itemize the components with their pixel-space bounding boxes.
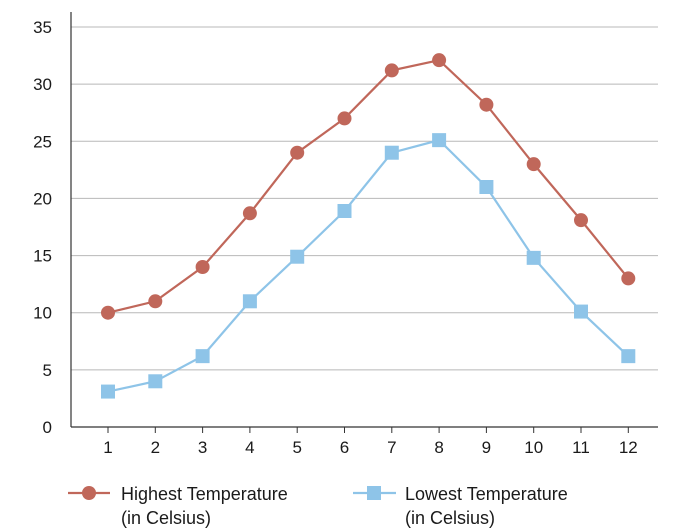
data-point-2 bbox=[621, 349, 636, 364]
x-tick-label: 10 bbox=[524, 438, 543, 457]
legend-marker-1 bbox=[82, 486, 96, 500]
x-tick-label: 7 bbox=[387, 438, 396, 457]
gridlines bbox=[71, 26, 658, 371]
x-tick-label: 12 bbox=[619, 438, 638, 457]
data-point-1 bbox=[242, 206, 257, 221]
data-point-2 bbox=[526, 250, 541, 265]
data-point-1 bbox=[101, 305, 115, 320]
data-point-2 bbox=[337, 204, 352, 218]
data-point-2 bbox=[574, 304, 588, 319]
data-point-1 bbox=[384, 63, 399, 78]
x-tick-label: 3 bbox=[198, 438, 207, 457]
y-tick-label: 30 bbox=[33, 75, 52, 94]
y-axis-ticks: 0 5 10 15 20 25 30 35 bbox=[33, 18, 52, 437]
data-point-2 bbox=[195, 349, 210, 364]
data-point-1 bbox=[479, 97, 494, 112]
data-point-1 bbox=[290, 145, 305, 160]
y-tick-label: 10 bbox=[33, 304, 52, 323]
legend-label-2: Lowest Temperature bbox=[405, 484, 568, 504]
y-tick-label: 15 bbox=[33, 247, 52, 266]
data-point-1 bbox=[195, 260, 210, 274]
x-tick-label: 4 bbox=[245, 438, 254, 457]
y-tick-label: 25 bbox=[33, 132, 52, 151]
legend: Highest Temperature (in Celsius) Lowest Te… bbox=[68, 484, 568, 528]
series-line-2 bbox=[107, 138, 630, 393]
data-point-2 bbox=[432, 133, 447, 148]
data-point-2 bbox=[148, 374, 163, 389]
y-tick-label: 35 bbox=[33, 18, 52, 37]
x-tick-label: 2 bbox=[151, 438, 160, 457]
data-point-2 bbox=[242, 294, 257, 309]
data-point-1 bbox=[337, 111, 352, 126]
x-tick-label: 1 bbox=[103, 438, 112, 457]
x-tick-label: 8 bbox=[434, 438, 443, 457]
x-tick-label: 11 bbox=[572, 438, 590, 457]
legend-label-1: (in Celsius) bbox=[121, 508, 211, 528]
x-axis-ticks: 1 2 3 4 5 6 7 8 9 10 11 12 bbox=[103, 427, 638, 457]
x-tick-label: 5 bbox=[292, 438, 301, 457]
data-point-1 bbox=[148, 294, 163, 309]
data-point-1 bbox=[621, 271, 636, 286]
y-tick-label: 0 bbox=[43, 418, 52, 437]
series-group bbox=[101, 53, 636, 399]
data-point-2 bbox=[479, 180, 494, 194]
legend-marker-2 bbox=[367, 486, 381, 500]
series-line-1 bbox=[107, 58, 630, 314]
legend-label-2: (in Celsius) bbox=[405, 508, 495, 528]
x-tick-label: 6 bbox=[340, 438, 349, 457]
data-point-2 bbox=[101, 384, 115, 399]
data-point-1 bbox=[432, 53, 447, 68]
y-tick-label: 20 bbox=[33, 189, 52, 208]
x-tick-label: 9 bbox=[482, 438, 491, 457]
data-point-1 bbox=[526, 157, 541, 172]
data-point-2 bbox=[384, 145, 399, 160]
data-point-2 bbox=[290, 249, 305, 264]
data-point-1 bbox=[574, 213, 588, 228]
legend-label-1: Highest Temperature bbox=[121, 484, 288, 504]
axes bbox=[70, 12, 658, 428]
y-tick-label: 5 bbox=[43, 361, 52, 380]
